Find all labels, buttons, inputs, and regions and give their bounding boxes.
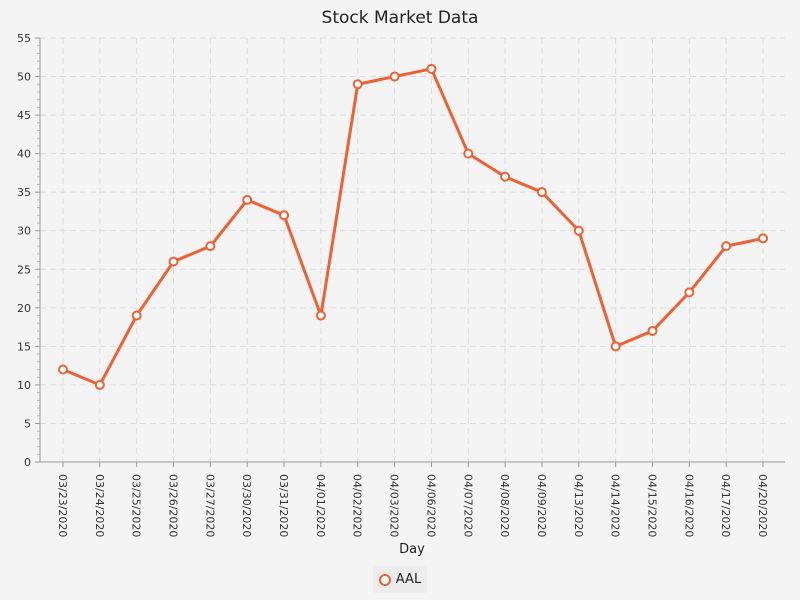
- data-point: [279, 210, 290, 221]
- y-tick-label: 35: [17, 186, 31, 199]
- x-tick-label: 03/24/2020: [93, 474, 106, 537]
- y-tick-label: 25: [17, 263, 31, 276]
- x-tick-label: 04/17/2020: [719, 474, 732, 537]
- data-point: [573, 225, 584, 236]
- x-tick-label: 04/07/2020: [461, 474, 474, 537]
- x-tick-label: 04/03/2020: [388, 474, 401, 537]
- chart-title: Stock Market Data: [322, 8, 479, 28]
- y-tick-label: 20: [17, 302, 31, 315]
- data-point: [721, 241, 732, 252]
- data-point: [352, 79, 363, 90]
- x-axis-label: Day: [399, 542, 425, 557]
- x-tick-label: 03/26/2020: [167, 474, 180, 537]
- y-tick-label: 15: [17, 340, 31, 353]
- y-tick-label: 50: [17, 71, 31, 84]
- x-tick-label: 03/30/2020: [240, 474, 253, 537]
- data-point: [315, 310, 326, 321]
- data-point: [168, 256, 179, 267]
- data-point: [389, 71, 400, 82]
- y-tick-label: 40: [17, 148, 31, 161]
- data-point: [684, 287, 695, 298]
- y-tick-label: 55: [17, 32, 31, 45]
- x-tick-label: 04/01/2020: [314, 474, 327, 537]
- data-point: [758, 233, 768, 244]
- y-tick-label: 10: [17, 379, 31, 392]
- x-tick-label: 04/15/2020: [645, 474, 658, 537]
- data-point: [58, 364, 68, 375]
- legend: AAL: [373, 566, 427, 593]
- data-point: [242, 194, 253, 205]
- data-point: [610, 341, 621, 352]
- x-tick-label: 04/14/2020: [609, 474, 622, 537]
- data-point: [205, 241, 216, 252]
- data-point: [500, 171, 511, 182]
- data-point: [94, 379, 105, 390]
- x-tick-label: 04/08/2020: [498, 474, 511, 537]
- series-layer: [58, 63, 768, 390]
- x-tick-label: 03/23/2020: [56, 474, 69, 537]
- data-point: [463, 148, 474, 159]
- y-tick-label: 0: [24, 456, 31, 469]
- x-tick-label: 04/13/2020: [572, 474, 585, 537]
- x-tick-label: 03/31/2020: [277, 474, 290, 537]
- axes: 0 5 10 15 20 25 30 35 40 45 50 55 03/23/2020 03/24/20…: [17, 32, 785, 537]
- x-tick-label: 04/16/2020: [682, 474, 695, 537]
- legend-marker-icon: [378, 573, 391, 586]
- data-point: [131, 310, 142, 321]
- legend-label: AAL: [395, 572, 422, 587]
- x-tick-label: 04/09/2020: [535, 474, 548, 537]
- x-tick-label: 03/27/2020: [203, 474, 216, 537]
- x-tick-label: 04/06/2020: [424, 474, 437, 537]
- x-tick-label: 04/20/2020: [756, 474, 769, 537]
- x-tick-label: 03/25/2020: [130, 474, 143, 537]
- y-tick-label: 30: [17, 225, 31, 238]
- grid: [40, 37, 785, 462]
- series-line: [62, 67, 764, 387]
- data-point: [647, 325, 658, 336]
- x-tick-label: 04/02/2020: [351, 474, 364, 537]
- data-point: [536, 187, 547, 198]
- y-tick-label: 5: [24, 417, 31, 430]
- data-point: [426, 63, 437, 74]
- y-tick-label: 45: [17, 109, 31, 122]
